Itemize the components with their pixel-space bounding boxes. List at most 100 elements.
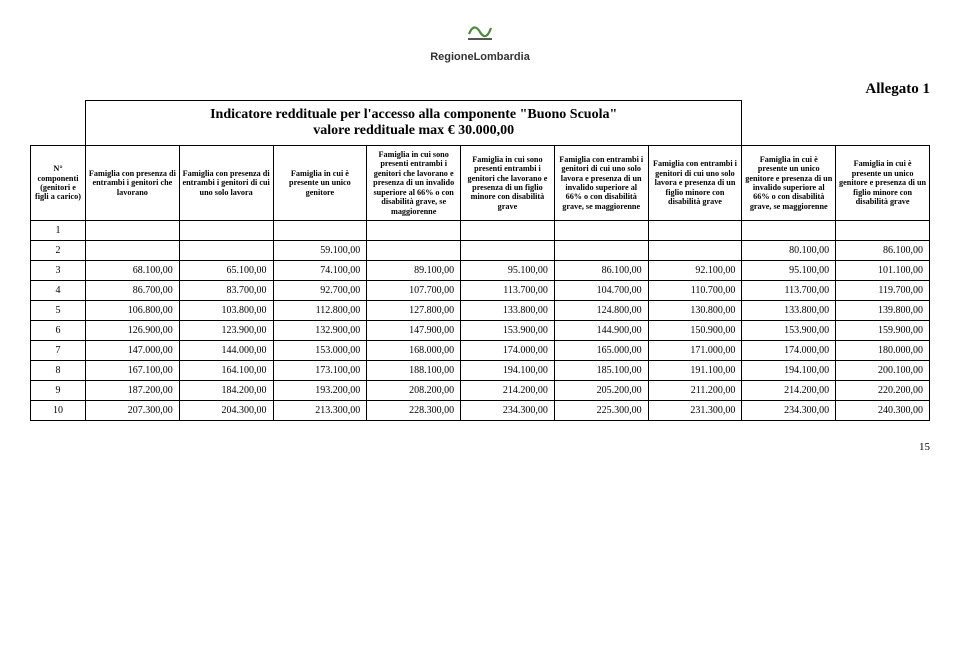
value-cell: 153.900,00 — [742, 320, 836, 340]
col-header: Famiglia in cui è presente un unico geni… — [273, 146, 367, 221]
value-cell: 113.700,00 — [742, 280, 836, 300]
col-header: Famiglia con presenza di entrambi i geni… — [179, 146, 273, 221]
value-cell: 228.300,00 — [367, 400, 461, 420]
value-cell: 153.000,00 — [273, 340, 367, 360]
value-cell: 103.800,00 — [179, 300, 273, 320]
table-row: 1 — [31, 220, 930, 240]
value-cell: 214.200,00 — [742, 380, 836, 400]
value-cell — [86, 220, 180, 240]
value-cell: 234.300,00 — [461, 400, 555, 420]
value-cell: 220.200,00 — [836, 380, 930, 400]
value-cell: 133.800,00 — [461, 300, 555, 320]
value-cell: 106.800,00 — [86, 300, 180, 320]
value-cell: 101.100,00 — [836, 260, 930, 280]
table-row: 6126.900,00123.900,00132.900,00147.900,0… — [31, 320, 930, 340]
value-cell: 213.300,00 — [273, 400, 367, 420]
value-cell: 104.700,00 — [554, 280, 648, 300]
value-cell — [367, 220, 461, 240]
value-cell: 205.200,00 — [554, 380, 648, 400]
row-number: 5 — [31, 300, 86, 320]
value-cell: 119.700,00 — [836, 280, 930, 300]
logo-icon — [467, 20, 493, 42]
value-cell: 211.200,00 — [648, 380, 742, 400]
value-cell: 171.000,00 — [648, 340, 742, 360]
title-line1: Indicatore reddituale per l'accesso alla… — [210, 107, 617, 122]
table-row: 368.100,0065.100,0074.100,0089.100,0095.… — [31, 260, 930, 280]
row-number: 9 — [31, 380, 86, 400]
col-header: Famiglia con entrambi i genitori di cui … — [554, 146, 648, 221]
value-cell — [461, 220, 555, 240]
value-cell — [648, 220, 742, 240]
value-cell: 184.200,00 — [179, 380, 273, 400]
value-cell: 180.000,00 — [836, 340, 930, 360]
row-number: 10 — [31, 400, 86, 420]
row-number: 2 — [31, 240, 86, 260]
value-cell: 173.100,00 — [273, 360, 367, 380]
value-cell: 65.100,00 — [179, 260, 273, 280]
value-cell: 174.000,00 — [461, 340, 555, 360]
table-row: 8167.100,00164.100,00173.100,00188.100,0… — [31, 360, 930, 380]
value-cell: 188.100,00 — [367, 360, 461, 380]
value-cell: 83.700,00 — [179, 280, 273, 300]
value-cell: 194.100,00 — [461, 360, 555, 380]
value-cell: 164.100,00 — [179, 360, 273, 380]
row-number: 8 — [31, 360, 86, 380]
value-cell: 86.700,00 — [86, 280, 180, 300]
value-cell: 74.100,00 — [273, 260, 367, 280]
value-cell: 194.100,00 — [742, 360, 836, 380]
row-number: 6 — [31, 320, 86, 340]
title-line2: valore reddituale max € 30.000,00 — [313, 123, 514, 138]
value-cell — [367, 240, 461, 260]
value-cell: 193.200,00 — [273, 380, 367, 400]
value-cell: 214.200,00 — [461, 380, 555, 400]
table-row: 259.100,0080.100,0086.100,00 — [31, 240, 930, 260]
value-cell: 234.300,00 — [742, 400, 836, 420]
income-table: Indicatore reddituale per l'accesso alla… — [30, 100, 930, 421]
value-cell: 168.000,00 — [367, 340, 461, 360]
value-cell: 110.700,00 — [648, 280, 742, 300]
value-cell: 187.200,00 — [86, 380, 180, 400]
value-cell: 200.100,00 — [836, 360, 930, 380]
value-cell: 107.700,00 — [367, 280, 461, 300]
value-cell: 144.000,00 — [179, 340, 273, 360]
value-cell: 92.100,00 — [648, 260, 742, 280]
value-cell: 127.800,00 — [367, 300, 461, 320]
table-row: 7147.000,00144.000,00153.000,00168.000,0… — [31, 340, 930, 360]
value-cell: 86.100,00 — [554, 260, 648, 280]
table-row: 10207.300,00204.300,00213.300,00228.300,… — [31, 400, 930, 420]
logo-text: RegioneLombardia — [30, 51, 930, 63]
value-cell: 89.100,00 — [367, 260, 461, 280]
value-cell: 191.100,00 — [648, 360, 742, 380]
value-cell: 174.000,00 — [742, 340, 836, 360]
value-cell — [461, 240, 555, 260]
value-cell: 225.300,00 — [554, 400, 648, 420]
value-cell: 147.900,00 — [367, 320, 461, 340]
value-cell: 208.200,00 — [367, 380, 461, 400]
value-cell: 147.000,00 — [86, 340, 180, 360]
value-cell: 240.300,00 — [836, 400, 930, 420]
value-cell: 144.900,00 — [554, 320, 648, 340]
value-cell: 207.300,00 — [86, 400, 180, 420]
value-cell: 130.800,00 — [648, 300, 742, 320]
col-header: Famiglia con presenza di entrambi i geni… — [86, 146, 180, 221]
value-cell — [742, 220, 836, 240]
value-cell — [86, 240, 180, 260]
table-row: 9187.200,00184.200,00193.200,00208.200,0… — [31, 380, 930, 400]
value-cell — [648, 240, 742, 260]
table-row: 5106.800,00103.800,00112.800,00127.800,0… — [31, 300, 930, 320]
value-cell: 133.800,00 — [742, 300, 836, 320]
value-cell: 95.100,00 — [742, 260, 836, 280]
value-cell: 124.800,00 — [554, 300, 648, 320]
value-cell: 126.900,00 — [86, 320, 180, 340]
value-cell: 185.100,00 — [554, 360, 648, 380]
col-header: Famiglia in cui è presente un unico geni… — [836, 146, 930, 221]
col-header: Famiglia con entrambi i genitori di cui … — [648, 146, 742, 221]
allegato-label: Allegato 1 — [30, 81, 930, 98]
col-header: Famiglia in cui sono presenti entrambi i… — [367, 146, 461, 221]
value-cell — [179, 240, 273, 260]
value-cell — [836, 220, 930, 240]
value-cell: 123.900,00 — [179, 320, 273, 340]
row-number: 7 — [31, 340, 86, 360]
value-cell: 59.100,00 — [273, 240, 367, 260]
value-cell — [179, 220, 273, 240]
